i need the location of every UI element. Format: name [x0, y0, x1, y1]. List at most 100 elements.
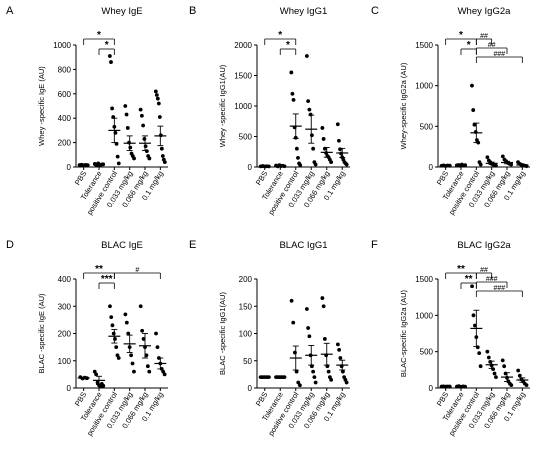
data-point: [296, 155, 300, 160]
significance-bracket: *: [279, 40, 297, 55]
chart-title: Whey IgG2a: [458, 6, 512, 17]
data-point: [154, 93, 159, 97]
data-point: [101, 383, 106, 388]
significance-label: *: [105, 40, 109, 51]
y-tick-label: 1500: [415, 41, 433, 50]
y-tick-label: 150: [239, 302, 253, 311]
data-point: [344, 162, 349, 167]
data-point: [111, 331, 116, 336]
data-point: [140, 328, 145, 333]
data-point: [340, 369, 345, 374]
y-axis-label: BLAC-specific IgG2a (AU): [399, 289, 408, 377]
series-group: [304, 54, 318, 167]
panel-letter: D: [6, 239, 14, 251]
y-tick-label: 600: [58, 90, 72, 99]
data-point: [485, 155, 490, 160]
y-axis-label: Whey -specific IgG1(AU): [218, 64, 227, 147]
data-point: [502, 364, 507, 369]
significance-bracket: ***: [98, 274, 115, 289]
series-group: [485, 349, 498, 379]
data-point: [154, 331, 158, 336]
data-point: [142, 137, 147, 141]
significance-bracket: *: [98, 40, 115, 55]
significance-bracket: #: [113, 267, 161, 279]
significance-label: **: [457, 264, 465, 275]
chart-title: BLAC IgE: [101, 240, 143, 251]
data-point: [492, 371, 497, 376]
y-tick-label: 100: [58, 357, 72, 366]
series-group: [335, 342, 349, 385]
significance-label: *: [459, 30, 463, 41]
data-point: [290, 91, 295, 96]
data-point: [337, 347, 342, 352]
data-point: [471, 313, 476, 318]
y-tick-label: 0: [248, 163, 253, 172]
significance-label: *: [97, 30, 101, 41]
data-point: [329, 377, 334, 382]
series-group: [138, 304, 152, 374]
data-point: [306, 99, 311, 104]
data-point: [130, 361, 135, 366]
data-point: [157, 115, 162, 119]
series-group: [77, 375, 90, 381]
significance-label: *: [286, 40, 290, 51]
data-point: [132, 156, 136, 161]
series-group: [335, 122, 349, 167]
significance-bracket: ##: [475, 42, 508, 54]
significance-label: ###: [493, 51, 505, 58]
data-point: [114, 345, 119, 350]
panel-E: E BLAC IgG1 0 50 100 150 200 BLAC -specific IgG…: [189, 239, 350, 437]
y-tick-label: 1000: [53, 41, 71, 50]
significance-label: ***: [101, 274, 113, 285]
data-point: [116, 161, 121, 166]
significance-label: ##: [480, 33, 488, 40]
chart-title: BLAC IgG1: [279, 240, 327, 251]
data-point: [125, 126, 130, 130]
data-point: [294, 146, 299, 151]
data-point: [470, 83, 474, 88]
series-group: [516, 368, 529, 387]
data-point: [162, 372, 167, 377]
data-point: [294, 369, 299, 374]
y-tick-label: 0: [429, 163, 434, 172]
chart-title: Whey IgE: [101, 6, 142, 17]
significance-bracket: *: [445, 30, 477, 45]
data-point: [344, 380, 349, 385]
data-point: [291, 98, 296, 102]
series-group: [320, 296, 334, 382]
panel-A: A Whey IgE 0 200 400 600 800 1000 Whey -specific…: [6, 5, 168, 216]
data-point: [309, 133, 314, 138]
data-point: [477, 351, 482, 356]
data-point: [509, 383, 514, 387]
y-tick-label: 300: [58, 302, 72, 311]
data-point: [335, 342, 340, 347]
y-tick-label: 0: [429, 384, 434, 393]
data-point: [289, 298, 294, 303]
data-point: [138, 107, 143, 112]
data-point: [320, 126, 325, 130]
data-point: [320, 296, 325, 300]
y-tick-label: 0: [67, 384, 72, 393]
panel-D: D BLAC IgE 0 100 200 300 400 BLAC -specific IgE…: [6, 239, 168, 437]
y-tick-label: 200: [239, 275, 253, 284]
y-tick-label: 200: [58, 330, 72, 339]
y-tick-label: 0: [67, 163, 72, 172]
series-group: [500, 154, 514, 167]
data-point: [291, 320, 296, 325]
y-axis-label: BLAC -specific IgG1(AU): [218, 292, 227, 375]
significance-bracket: *: [83, 30, 115, 45]
data-point: [143, 144, 148, 149]
significance-label: ###: [493, 285, 505, 292]
y-tick-label: 1500: [234, 72, 252, 81]
data-point: [124, 320, 129, 325]
y-tick-label: 500: [420, 122, 434, 131]
series-group: [470, 83, 483, 167]
data-point: [524, 383, 529, 387]
panel-letter: F: [371, 239, 378, 251]
data-point: [115, 154, 120, 159]
data-point: [124, 112, 129, 117]
series-group: [289, 298, 302, 388]
significance-label: **: [465, 274, 473, 285]
panel-letter: A: [6, 5, 14, 17]
